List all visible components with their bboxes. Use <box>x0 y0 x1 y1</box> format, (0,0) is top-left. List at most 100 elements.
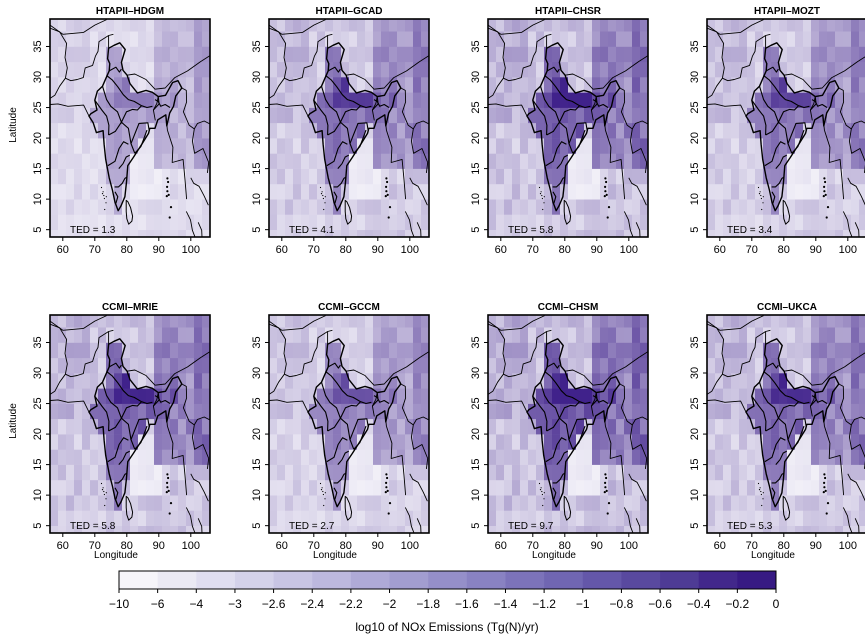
emission-cell <box>731 464 740 481</box>
country-border <box>400 87 429 130</box>
emission-cell <box>333 77 342 93</box>
emission-cell <box>851 168 860 185</box>
emission-cell <box>317 315 326 328</box>
emission-cell <box>50 342 59 359</box>
country-border <box>384 114 407 200</box>
emission-cell <box>520 388 529 404</box>
emission-cell <box>194 373 203 389</box>
emission-cell <box>170 107 179 124</box>
emission-cell <box>843 449 852 465</box>
emission-cell <box>771 46 780 63</box>
panel-frame <box>706 314 865 534</box>
emission-cell <box>186 183 195 200</box>
emission-cell <box>552 373 561 389</box>
emission-cell <box>616 495 625 511</box>
emission-cell <box>397 122 406 139</box>
emission-cell <box>779 214 788 230</box>
island <box>538 482 541 485</box>
emission-cell <box>202 138 210 154</box>
emission-cell <box>349 495 358 511</box>
state-border <box>775 154 787 169</box>
emission-cell <box>130 373 139 389</box>
state-border <box>811 395 828 404</box>
emission-cell <box>755 449 764 465</box>
emission-cell <box>803 77 812 93</box>
emission-cell <box>186 388 195 404</box>
emission-cell <box>859 388 865 404</box>
x-tick-label: 100 <box>182 244 200 256</box>
emission-cell <box>170 138 179 154</box>
emission-cell <box>154 153 163 169</box>
emission-cell <box>74 357 83 374</box>
country-border <box>848 424 865 469</box>
state-border <box>552 487 557 500</box>
emission-cell <box>357 434 366 450</box>
emission-cell <box>544 214 553 230</box>
emission-cell <box>811 107 820 124</box>
emission-cell <box>544 122 553 139</box>
emission-cell <box>122 342 131 359</box>
emission-cell <box>202 495 210 511</box>
state-border <box>764 437 786 463</box>
y-tick-label: 30 <box>251 367 263 379</box>
emission-cell <box>835 495 844 511</box>
emission-cell <box>66 464 75 481</box>
emission-cell <box>715 46 724 63</box>
emission-cell <box>397 199 406 215</box>
emission-cell <box>421 153 429 169</box>
emission-cell <box>608 168 617 185</box>
emission-cell <box>536 199 545 215</box>
emission-cell <box>341 464 350 481</box>
emission-cell <box>301 342 310 359</box>
y-tick-label: 10 <box>32 489 44 501</box>
emission-cell <box>285 464 294 481</box>
emission-cell <box>560 31 569 47</box>
emission-cell <box>544 199 553 215</box>
emission-cell <box>341 357 350 374</box>
emission-cell <box>632 510 641 526</box>
island <box>757 186 760 189</box>
emission-cell <box>504 315 513 328</box>
emission-cell <box>285 138 294 154</box>
emission-cell <box>186 449 195 465</box>
country-border <box>284 33 333 82</box>
emission-cell <box>397 403 406 420</box>
emission-cell <box>349 479 358 496</box>
emission-cell <box>154 183 163 200</box>
state-border <box>154 395 171 404</box>
emission-cell <box>835 525 844 533</box>
emission-cell <box>616 342 625 359</box>
emission-cell <box>763 479 772 496</box>
island <box>387 216 390 219</box>
emission-cell <box>632 61 641 78</box>
emission-cell <box>106 183 115 200</box>
country-border <box>590 392 597 417</box>
emission-cell <box>616 418 625 435</box>
emission-cell <box>851 46 860 63</box>
country-border <box>848 128 865 173</box>
emission-cell <box>413 77 422 93</box>
emission-cell <box>803 31 812 47</box>
emission-cell <box>357 229 366 237</box>
emission-cell <box>640 495 648 511</box>
emission-cell <box>341 122 350 139</box>
emission-cell <box>341 342 350 359</box>
state-border <box>552 472 566 484</box>
colorbar-tick-label: −1.6 <box>455 597 479 611</box>
emission-cell <box>632 403 641 420</box>
emission-cell <box>787 122 796 139</box>
emission-cell <box>747 449 756 465</box>
island <box>166 190 169 193</box>
emission-cell <box>333 373 342 389</box>
emission-cell <box>317 229 326 237</box>
emission-cell <box>130 525 139 533</box>
emission-cell <box>787 434 796 450</box>
emission-cell <box>544 315 553 328</box>
emission-cell <box>373 168 382 185</box>
emission-cell <box>632 77 641 93</box>
emission-cell <box>731 449 740 465</box>
emission-cell <box>58 19 67 32</box>
emission-cell <box>835 434 844 450</box>
y-tick-label: 35 <box>689 336 701 348</box>
emission-cell <box>178 31 187 47</box>
